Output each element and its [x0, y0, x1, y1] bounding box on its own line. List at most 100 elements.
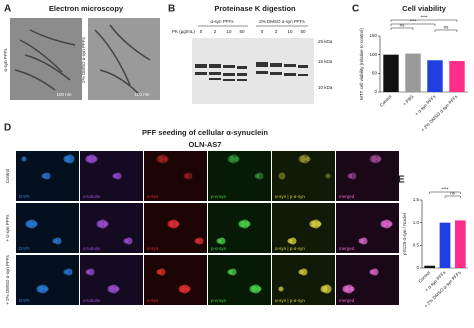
lane-label: 0	[261, 29, 264, 34]
cell-blob	[21, 156, 27, 162]
bar	[424, 265, 436, 268]
cell-blob	[194, 238, 200, 244]
cell-blob	[227, 155, 235, 163]
bar	[427, 60, 443, 92]
panel-title: PFF seeding of cellular α-synuclein	[142, 128, 268, 137]
micrograph	[272, 203, 335, 253]
micrograph	[80, 255, 143, 305]
micrograph	[272, 255, 335, 305]
cell-blob	[298, 155, 306, 163]
y-tick-label: 0	[416, 265, 419, 270]
image-label: 2% DMSO α-syn PFFs	[81, 36, 86, 82]
x-tick-label: Control	[379, 94, 393, 108]
sig-bracket	[434, 29, 458, 32]
cell-blob	[158, 154, 168, 164]
channel-label: α-tubulin	[83, 194, 101, 199]
cell-blob	[234, 156, 240, 162]
channel-label: p-α-syn	[211, 194, 227, 199]
y-tick-label: 0.5	[413, 243, 420, 248]
sig-bracket	[390, 27, 414, 30]
channel-label: α-syn	[147, 194, 159, 199]
y-axis-label: MTT cell viability (relative to control)	[359, 28, 364, 100]
panel-label: C	[352, 4, 359, 15]
cell-blob	[167, 220, 175, 228]
y-tick-label: 150	[369, 33, 377, 38]
cell-blob	[358, 238, 364, 244]
pk-label: PK (µg/mL)	[172, 29, 195, 34]
channel-label: α-syn	[147, 246, 159, 251]
cell-blob	[347, 173, 353, 179]
em-image	[10, 18, 82, 100]
row-label: + α-syn PFFs	[5, 214, 10, 242]
sig-label: ****	[420, 15, 427, 20]
cell-blob	[156, 269, 162, 275]
marker-label: 10 kDa	[318, 85, 333, 90]
sig-bracket	[444, 195, 461, 198]
cell-blob	[309, 220, 317, 228]
cell-blob	[298, 269, 304, 275]
cell-blob	[185, 172, 193, 180]
y-tick-label: 1.0	[413, 220, 420, 225]
row-label: + 2% DMSO α-syn PFFs	[5, 255, 10, 305]
cell-blob	[163, 156, 169, 162]
image-label: α-syn PFFs	[3, 48, 8, 72]
y-tick-label: 100	[369, 52, 377, 57]
scale-bar: 100 nm	[56, 92, 71, 97]
micrograph	[272, 151, 335, 201]
sig-bracket	[429, 191, 461, 194]
lane-label: 10	[287, 29, 293, 34]
cell-blob	[112, 173, 118, 179]
cell-blob	[227, 269, 233, 275]
cell-blob	[52, 238, 58, 244]
cell-blob	[278, 286, 284, 292]
cell-blob	[107, 285, 115, 293]
channel-label: DAPI	[19, 246, 30, 251]
channel-label: DAPI	[19, 194, 30, 199]
channel-label: α-syn | p-α-syn	[275, 194, 305, 199]
row-label: Control	[5, 169, 10, 184]
x-tick-label: + α-syn PFFs	[414, 93, 437, 116]
marker-label: 25 kDa	[318, 39, 333, 44]
cell-blob	[183, 173, 189, 179]
marker-label: 15 kDa	[318, 59, 333, 64]
cell-blob	[256, 172, 264, 180]
micrograph	[208, 203, 271, 253]
lane-label: 2	[275, 29, 278, 34]
cell-blob	[320, 285, 328, 293]
cell-blob	[369, 155, 377, 163]
sig-label: ****	[441, 187, 448, 192]
cell-blob	[41, 173, 47, 179]
micrograph	[144, 255, 207, 305]
cell-blob	[305, 156, 311, 162]
cell-blob	[249, 285, 257, 293]
bar	[449, 61, 465, 92]
bands	[195, 62, 308, 81]
micrograph	[336, 151, 399, 201]
micrograph	[208, 255, 271, 305]
cell-blob	[216, 238, 222, 244]
channel-label: α-syn | p-α-syn	[275, 246, 305, 251]
cell-blob	[123, 238, 129, 244]
group-label: α-syn PFFs	[210, 19, 234, 24]
cell-blob	[85, 155, 93, 163]
panel-label: B	[168, 4, 175, 15]
cell-blob	[229, 154, 239, 164]
panel-title: Electron microscopy	[49, 4, 124, 13]
gel	[192, 38, 314, 104]
micrograph	[80, 203, 143, 253]
bar	[405, 53, 421, 92]
channel-label: α-tubulin	[83, 246, 101, 251]
sig-bracket	[390, 19, 458, 22]
sig-label: ns	[444, 25, 450, 30]
panel-label: E	[398, 175, 405, 186]
bar	[454, 220, 466, 268]
sig-label: ns	[400, 23, 406, 28]
cell-blob	[63, 269, 69, 275]
panel-subtitle: OLN-AS7	[189, 140, 222, 149]
channel-label: p-α-syn	[211, 246, 227, 251]
micrograph	[144, 151, 207, 201]
lane-label: 50	[239, 29, 245, 34]
cell-blob	[342, 285, 350, 293]
cell-blob	[254, 173, 260, 179]
channel-label: DAPI	[19, 298, 30, 303]
